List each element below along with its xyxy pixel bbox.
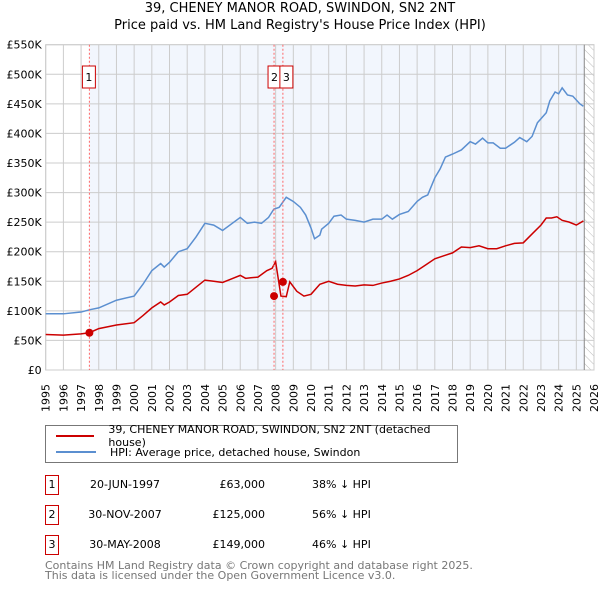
sale-hpi: 46% ↓ HPI (312, 538, 371, 551)
legend-item-property: 39, CHENEY MANOR ROAD, SWINDON, SN2 2NT … (56, 423, 457, 449)
x-tick-label: 2006 (234, 384, 247, 412)
y-tick-label: £300K (6, 187, 42, 200)
sale-date: 30-MAY-2008 (89, 538, 161, 551)
x-tick-label: 2020 (482, 384, 495, 412)
sale-point (85, 328, 94, 337)
y-tick-label: £550K (6, 39, 42, 52)
x-tick-label: 2024 (553, 384, 566, 412)
sale-point (278, 277, 287, 286)
legend-swatch-blue (56, 451, 96, 453)
sale-date: 20-JUN-1997 (89, 478, 161, 491)
legend: 39, CHENEY MANOR ROAD, SWINDON, SN2 2NT … (45, 423, 458, 463)
sale-price: £149,000 (212, 538, 266, 551)
y-tick-label: £350K (6, 157, 42, 170)
x-tick-label: 2005 (217, 384, 230, 412)
x-tick-label: 2016 (411, 384, 424, 412)
y-tick-label: £200K (6, 246, 42, 259)
x-tick-label: 2018 (447, 384, 460, 412)
sale-number: 3 (45, 535, 59, 555)
legend-swatch-red (56, 435, 95, 437)
sale-row: 3 30-MAY-2008 £149,000 46% ↓ HPI (45, 535, 445, 555)
footer: Contains HM Land Registry data © Crown c… (45, 559, 473, 582)
sale-label-box (279, 65, 294, 89)
x-tick-label: 2017 (429, 384, 442, 412)
x-tick-label: 1999 (110, 384, 123, 412)
x-tick-label: 2011 (323, 384, 336, 412)
x-tick-label: 2009 (287, 384, 300, 412)
x-tick-label: 2025 (570, 384, 583, 412)
sale-number: 1 (45, 475, 59, 495)
x-tick-label: 2022 (517, 384, 530, 412)
sale-hpi: 56% ↓ HPI (312, 508, 371, 521)
x-tick-label: 2002 (164, 384, 177, 412)
x-tick-label: 2013 (358, 384, 371, 412)
y-tick-label: £450K (6, 98, 42, 111)
x-tick-label: 2010 (305, 384, 318, 412)
y-tick-label: £400K (6, 127, 42, 140)
y-tick-label: £50K (13, 334, 42, 347)
x-tick-label: 2023 (535, 384, 548, 412)
chart-subtitle: Price paid vs. HM Land Registry's House … (114, 18, 486, 33)
x-tick-label: 1998 (93, 384, 106, 412)
y-tick-label: £100K (6, 305, 42, 318)
sale-number: 2 (45, 505, 59, 525)
highlight-band (89, 44, 585, 370)
x-tick-label: 2003 (181, 384, 194, 412)
legend-label: HPI: Average price, detached house, Swin… (110, 445, 361, 459)
sale-row: 2 30-NOV-2007 £125,000 56% ↓ HPI (45, 505, 445, 525)
sale-price: £63,000 (219, 478, 266, 491)
sale-label-box (81, 65, 96, 89)
x-tick-label: 2000 (128, 384, 141, 412)
property-line (45, 216, 584, 336)
x-tick-label: 2012 (340, 384, 353, 412)
sale-point (270, 292, 279, 301)
sale-label: 1 (85, 71, 92, 84)
footer-line: This data is licensed under the Open Gov… (45, 569, 396, 582)
x-tick-label: 2015 (393, 384, 406, 412)
x-tick-label: 2001 (146, 384, 159, 412)
sale-label: 3 (283, 71, 290, 84)
x-tick-label: 1995 (40, 384, 53, 412)
chart-plot: 1995 1996 1997 1998 1999 2000 2001 2002 2003 2004… (6, 39, 600, 412)
sale-hpi: 38% ↓ HPI (312, 478, 371, 491)
legend-item-hpi: HPI: Average price, detached house, Swin… (56, 444, 360, 460)
y-tick-label: £150K (6, 275, 42, 288)
x-tick-label: 1997 (75, 384, 88, 412)
sale-row: 1 20-JUN-1997 £63,000 38% ↓ HPI (45, 475, 445, 495)
forecast-hatch (584, 44, 594, 370)
y-tick-label: £250K (6, 216, 42, 229)
chart-title: 39, CHENEY MANOR ROAD, SWINDON, SN2 2NT (144, 1, 456, 16)
x-tick-label: 2026 (588, 384, 600, 412)
x-tick-label: 2021 (500, 384, 513, 412)
sale-label: 2 (271, 71, 278, 84)
sale-date: 30-NOV-2007 (88, 508, 162, 521)
y-tick-label: £0 (28, 364, 42, 377)
hpi-line (45, 86, 584, 315)
x-tick-label: 2004 (199, 384, 212, 412)
x-tick-label: 1996 (57, 384, 70, 412)
footer-line: Contains HM Land Registry data © Crown c… (45, 559, 473, 572)
legend-label: 39, CHENEY MANOR ROAD, SWINDON, SN2 2NT … (108, 423, 431, 449)
x-tick-label: 2008 (270, 384, 283, 412)
x-tick-label: 2014 (376, 384, 389, 412)
sale-price: £125,000 (212, 508, 266, 521)
y-tick-label: £500K (6, 68, 42, 81)
x-tick-label: 2007 (252, 384, 265, 412)
x-tick-label: 2019 (464, 384, 477, 412)
